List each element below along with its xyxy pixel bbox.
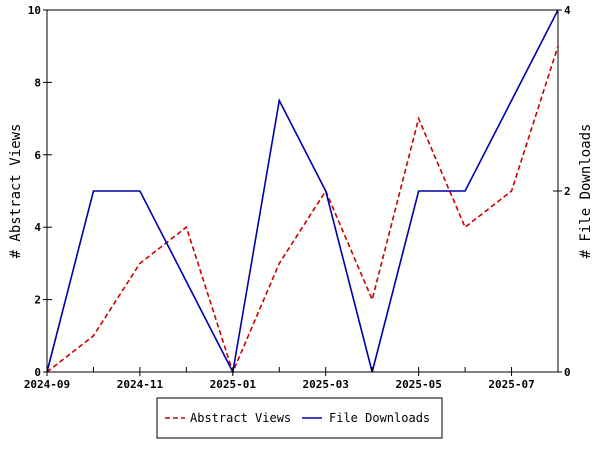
right-axis-tick-label: 2	[564, 185, 571, 198]
legend-box	[156, 397, 443, 439]
legend-label: Abstract Views	[190, 411, 291, 425]
right-axis-tick-label: 4	[564, 4, 571, 17]
left-axis-tick-label: 6	[34, 149, 41, 162]
right-axis-title: # File Downloads	[578, 124, 594, 259]
legend-label: File Downloads	[329, 411, 430, 425]
left-axis-tick-label: 4	[34, 221, 41, 234]
left-axis-tick-label: 10	[28, 4, 41, 17]
left-axis-tick-label: 0	[34, 366, 41, 379]
x-axis-tick-label: 2025-01	[210, 378, 257, 391]
left-axis-tick-label: 2	[34, 294, 41, 307]
x-axis-tick-label: 2025-05	[395, 378, 441, 391]
series-lines	[46, 9, 559, 375]
right-axis-tick-label: 0	[564, 366, 571, 379]
series-line-file-downloads	[46, 9, 559, 375]
x-axis-tick-label: 2024-11	[117, 378, 164, 391]
series-line-abstract-views	[46, 45, 559, 375]
axes: 0 2 4 6 8 10 0 2 4 2024-09 2024-11 2025-01 2025-03 20…	[8, 4, 594, 391]
left-axis-title: # Abstract Views	[8, 124, 24, 259]
x-axis-tick-label: 2025-07	[488, 378, 534, 391]
legend: Abstract Views File Downloads	[156, 397, 443, 439]
x-axis-tick-label: 2024-09	[24, 378, 70, 391]
left-axis-tick-label: 8	[34, 76, 41, 89]
x-axis-tick-label: 2025-03	[303, 378, 349, 391]
